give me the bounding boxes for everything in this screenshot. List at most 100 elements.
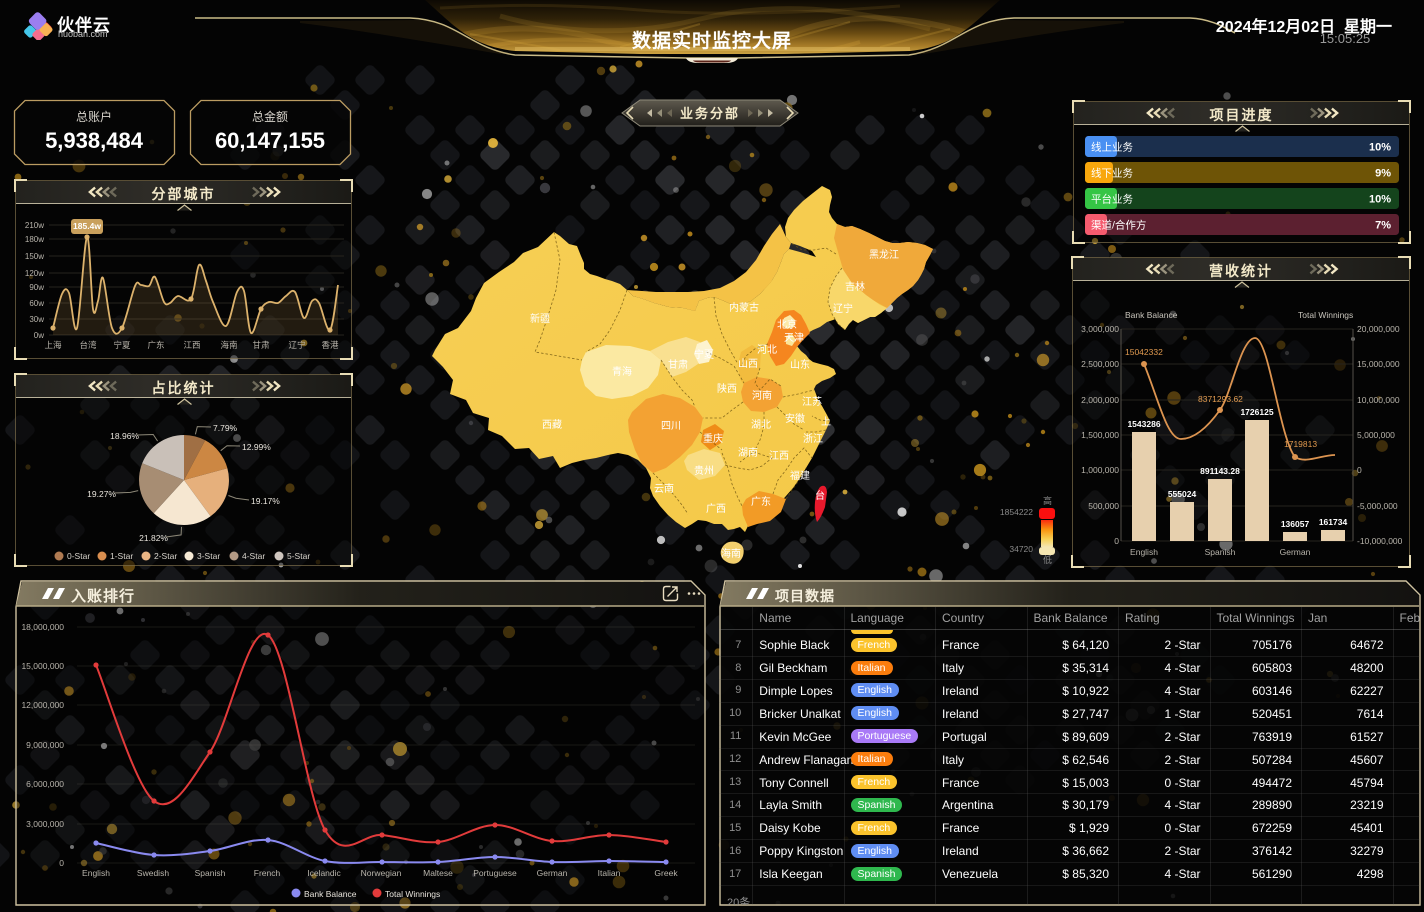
svg-text:3,000,000: 3,000,000	[26, 819, 64, 829]
svg-text:Portuguese: Portuguese	[473, 868, 517, 878]
svg-text:辽宁: 辽宁	[833, 302, 853, 315]
svg-text:1-Star: 1-Star	[110, 551, 133, 561]
svg-text:34720: 34720	[1009, 544, 1033, 554]
svg-text:山西: 山西	[738, 358, 758, 370]
svg-text:English: English	[82, 868, 110, 878]
svg-text:Greek: Greek	[654, 868, 678, 878]
svg-text:江西: 江西	[183, 340, 200, 350]
svg-text:河北: 河北	[757, 344, 777, 356]
svg-text:9,000,000: 9,000,000	[26, 740, 64, 750]
svg-text:1543286: 1543286	[1127, 419, 1160, 429]
svg-text:-5,000,000: -5,000,000	[1357, 501, 1398, 511]
svg-text:宁夏: 宁夏	[113, 340, 131, 350]
svg-text:平台业务: 平台业务	[1091, 193, 1133, 206]
svg-text:891143.28: 891143.28	[1200, 466, 1240, 476]
svg-text:180w: 180w	[25, 235, 44, 244]
svg-text:上海: 上海	[44, 340, 62, 350]
svg-text:10%: 10%	[1369, 142, 1391, 154]
svg-text:新疆: 新疆	[530, 312, 550, 325]
svg-text:15,000,000: 15,000,000	[21, 661, 64, 671]
svg-text:500,000: 500,000	[1088, 501, 1119, 511]
svg-text:3-Star: 3-Star	[197, 551, 220, 561]
svg-text:河南: 河南	[752, 389, 772, 402]
svg-text:宁夏: 宁夏	[694, 348, 714, 361]
svg-text:Bank Balance: Bank Balance	[1125, 310, 1178, 320]
svg-text:Total Winnings: Total Winnings	[1298, 310, 1353, 320]
svg-text:广东: 广东	[751, 495, 771, 508]
svg-text:90w: 90w	[29, 283, 44, 292]
svg-text:Maltese: Maltese	[423, 868, 453, 878]
svg-text:60,147,155: 60,147,155	[215, 128, 325, 153]
svg-text:江苏: 江苏	[802, 395, 822, 408]
svg-text:海南: 海南	[220, 340, 237, 350]
svg-text:German: German	[1280, 547, 1311, 557]
svg-text:山东: 山东	[790, 358, 810, 371]
svg-text:Swedish: Swedish	[137, 868, 169, 878]
svg-text:20,000,000: 20,000,000	[1357, 324, 1400, 334]
svg-text:Spanish: Spanish	[195, 868, 226, 878]
svg-text:1,000,000: 1,000,000	[1081, 465, 1119, 475]
svg-text:0-Star: 0-Star	[67, 551, 90, 561]
svg-text:吉林: 吉林	[845, 280, 865, 293]
svg-text:总账户: 总账户	[76, 109, 112, 124]
svg-text:北京: 北京	[777, 318, 797, 331]
svg-text:香港: 香港	[321, 340, 339, 350]
svg-text:1854222: 1854222	[1000, 507, 1033, 517]
svg-text:30w: 30w	[29, 315, 44, 324]
svg-text:Norwegian: Norwegian	[361, 868, 402, 878]
svg-text:江西: 江西	[769, 450, 789, 462]
svg-text:18,000,000: 18,000,000	[21, 622, 64, 632]
svg-text:业务分部: 业务分部	[680, 106, 740, 121]
svg-text:555024: 555024	[1168, 489, 1197, 499]
svg-text:18.96%: 18.96%	[110, 431, 139, 441]
svg-text:15042332: 15042332	[1125, 347, 1163, 357]
svg-text:台湾: 台湾	[79, 340, 97, 350]
svg-text:Icelandic: Icelandic	[307, 868, 341, 878]
svg-text:重庆: 重庆	[703, 432, 723, 445]
svg-text:15,000,000: 15,000,000	[1357, 359, 1400, 369]
svg-text:甘肃: 甘肃	[668, 358, 688, 371]
svg-text:Total Winnings: Total Winnings	[385, 889, 440, 899]
svg-text:12.99%: 12.99%	[242, 442, 271, 452]
svg-text:内蒙古: 内蒙古	[729, 301, 759, 314]
svg-text:广西: 广西	[706, 503, 726, 515]
svg-text:150w: 150w	[25, 252, 44, 261]
svg-text:总金额: 总金额	[252, 109, 288, 124]
svg-text:陕西: 陕西	[717, 382, 737, 395]
svg-text:福建: 福建	[790, 469, 810, 482]
svg-text:黑龙江: 黑龙江	[869, 248, 899, 261]
svg-text:低: 低	[1043, 554, 1052, 565]
svg-text:青海: 青海	[612, 365, 632, 378]
svg-text:线下业务: 线下业务	[1091, 167, 1133, 180]
svg-text:高: 高	[1043, 495, 1052, 506]
svg-text:安徽: 安徽	[785, 412, 805, 425]
svg-text:上: 上	[821, 416, 831, 428]
svg-text:7%: 7%	[1375, 220, 1391, 232]
svg-text:3,000,000: 3,000,000	[1081, 324, 1119, 334]
svg-text:120w: 120w	[25, 269, 44, 278]
svg-text:4-Star: 4-Star	[242, 551, 265, 561]
svg-text:French: French	[254, 868, 281, 878]
svg-text:辽宁: 辽宁	[288, 340, 305, 350]
svg-text:19.17%: 19.17%	[251, 496, 280, 506]
svg-text:天津: 天津	[784, 332, 804, 344]
svg-text:21.82%: 21.82%	[139, 533, 168, 543]
svg-text:1719813: 1719813	[1284, 439, 1317, 449]
svg-text:12,000,000: 12,000,000	[21, 700, 64, 710]
svg-text:0: 0	[1357, 465, 1362, 475]
svg-text:0: 0	[59, 858, 64, 868]
svg-text:-10,000,000: -10,000,000	[1357, 536, 1403, 546]
svg-text:云南: 云南	[654, 482, 674, 495]
svg-text:210w: 210w	[25, 221, 44, 230]
svg-text:贵州: 贵州	[694, 464, 714, 477]
svg-text:185.4w: 185.4w	[73, 221, 101, 231]
svg-text:甘肃: 甘肃	[252, 340, 270, 350]
svg-text:English: English	[1130, 547, 1158, 557]
svg-text:19.27%: 19.27%	[87, 489, 116, 499]
svg-text:161734: 161734	[1319, 517, 1348, 527]
svg-text:10%: 10%	[1369, 194, 1391, 206]
svg-text:浙江: 浙江	[803, 433, 823, 445]
svg-text:5,938,484: 5,938,484	[45, 128, 144, 153]
svg-text:9%: 9%	[1375, 168, 1391, 180]
svg-text:海南: 海南	[721, 547, 741, 560]
